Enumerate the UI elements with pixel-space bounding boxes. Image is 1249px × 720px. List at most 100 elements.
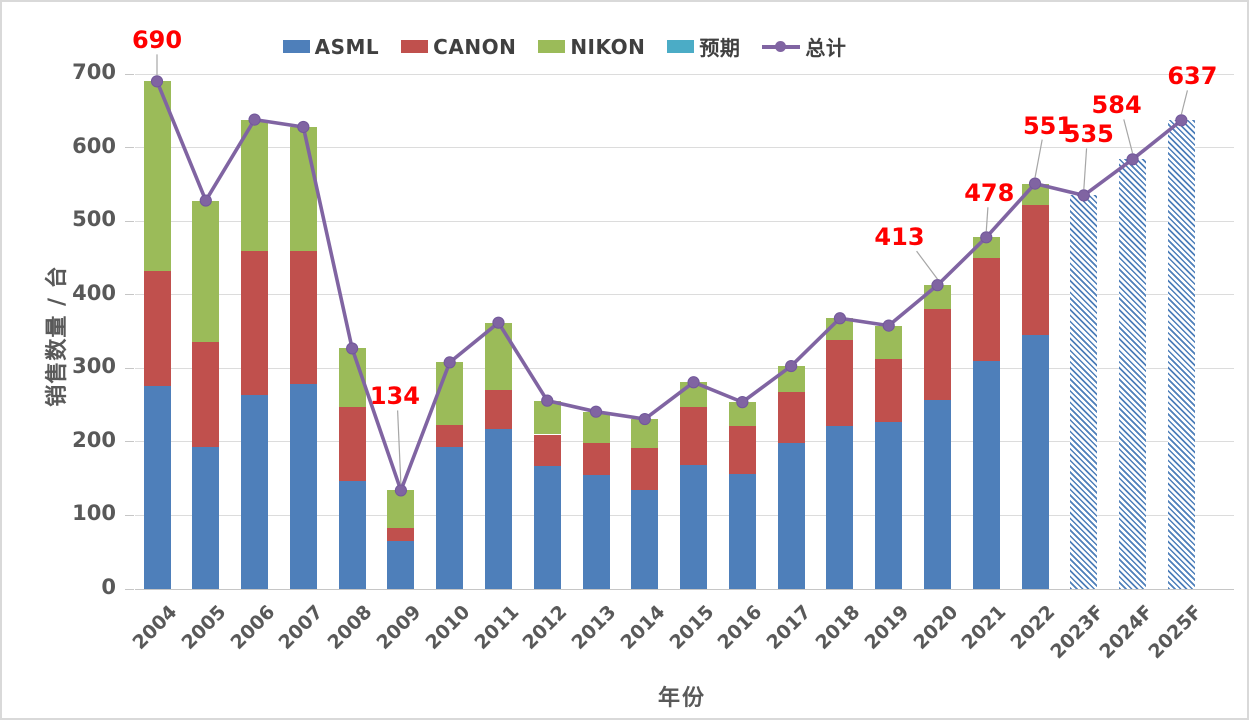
bar-2006-NIKON [241,119,269,252]
legend-swatch-forecast-icon [667,40,695,53]
data-label-413: 413 [874,223,925,252]
x-tick-label-2005: 2005 [177,601,231,654]
bar-2022-CANON [1021,204,1049,336]
data-label-584: 584 [1091,91,1142,120]
bar-2021-NIKON [972,237,1000,258]
legend-item-nikon: NIKON [538,35,645,59]
bar-2012-ASML [533,466,561,589]
leader-line-478 [985,207,989,232]
bar-2006-CANON [241,251,269,395]
y-tick-label: 100 [72,501,116,526]
bar-2014-ASML [631,490,659,589]
x-tick-label-2015: 2015 [665,601,719,654]
bar-2005-ASML [192,447,220,589]
y-tick-label: 600 [72,133,116,158]
legend-swatch-asml-icon [282,40,310,53]
data-label-637: 637 [1167,62,1218,91]
x-tick-label-2013: 2013 [567,601,621,654]
bar-2004-NIKON [143,81,171,272]
x-tick-label-2024F: 2024F [1095,601,1158,664]
legend-swatch-nikon-icon [538,40,566,53]
y-tick-mark [125,73,134,75]
bar-2008-CANON [338,407,366,481]
bar-2022-NIKON [1021,183,1049,205]
y-tick-mark [125,147,134,149]
bar-2020-CANON [923,308,951,400]
y-tick-mark [125,514,134,516]
bar-2012-CANON [533,434,561,467]
legend-label-asml: ASML [314,34,380,59]
x-tick-label-2009: 2009 [372,601,426,654]
bar-2018-CANON [826,340,854,426]
legend-swatch-canon-icon [401,40,429,53]
x-tick-label-2012: 2012 [518,601,572,654]
data-label-535: 535 [1063,120,1114,149]
y-tick-label: 200 [72,427,116,452]
bar-2019-NIKON [875,325,903,360]
bar-2018-ASML [826,425,854,589]
y-tick-mark [125,441,134,443]
x-tick-label-2006: 2006 [226,601,280,654]
bar-2025F-预期 [1167,120,1195,589]
bar-2019-CANON [875,359,903,422]
y-tick-label: 500 [72,207,116,232]
y-tick-label: 400 [72,280,116,305]
bar-2022-ASML [1021,335,1049,589]
bar-2007-NIKON [289,126,317,251]
bar-2019-ASML [875,421,903,589]
legend-label-nikon: NIKON [570,34,646,59]
bar-2012-NIKON [533,400,561,435]
bar-2008-ASML [338,480,366,589]
bar-2021-CANON [972,257,1000,361]
bar-2009-NIKON [387,490,415,528]
y-tick-mark [125,294,134,296]
x-tick-label-2021: 2021 [957,601,1011,654]
x-tick-label-2010: 2010 [421,601,475,654]
legend-item-asml: ASML [282,34,380,59]
leader-line-134 [397,410,402,485]
bar-2010-ASML [436,447,464,589]
legend-label-canon: CANON [433,34,517,59]
bar-2017-CANON [777,391,805,444]
legend-item-canon: CANON [401,35,516,59]
bar-2011-ASML [484,428,512,589]
x-tick-label-2014: 2014 [616,601,670,654]
bar-2009-CANON [387,527,415,542]
bar-2010-CANON [436,424,464,447]
legend-item-forecast: 预期 [667,32,740,61]
leader-line-584 [1123,119,1134,154]
x-tick-label-2023F: 2023F [1046,601,1109,664]
bar-2007-ASML [289,383,317,589]
bar-2021-ASML [972,360,1000,589]
bar-2018-NIKON [826,318,854,341]
bar-2020-ASML [923,399,951,589]
bar-2016-ASML [728,474,756,589]
y-tick-mark [125,367,134,369]
gridline-700 [135,73,1234,75]
x-axis-title: 年份 [657,686,706,711]
data-label-478: 478 [964,179,1015,208]
data-label-134: 134 [369,382,420,411]
bar-2015-NIKON [680,382,708,407]
x-tick-label-2019: 2019 [860,601,914,654]
leader-line-637 [1180,90,1189,115]
x-tick-label-2004: 2004 [128,601,182,654]
bar-2010-NIKON [436,362,464,425]
bar-2014-CANON [631,448,659,491]
y-tick-label: 0 [101,575,116,599]
bar-2007-CANON [289,250,317,384]
bar-2011-CANON [484,390,512,429]
y-tick-label: 700 [72,60,116,84]
y-tick-mark [125,220,134,222]
bar-2013-CANON [582,442,610,475]
bar-2009-ASML [387,541,415,589]
y-tick-label: 300 [72,354,116,379]
x-tick-label-2018: 2018 [811,601,865,654]
bar-2015-ASML [680,465,708,589]
bar-2015-CANON [680,406,708,466]
bar-2006-ASML [241,394,269,589]
bar-2008-NIKON [338,348,366,408]
bar-2005-CANON [192,341,220,447]
y-tick-mark [125,588,134,590]
